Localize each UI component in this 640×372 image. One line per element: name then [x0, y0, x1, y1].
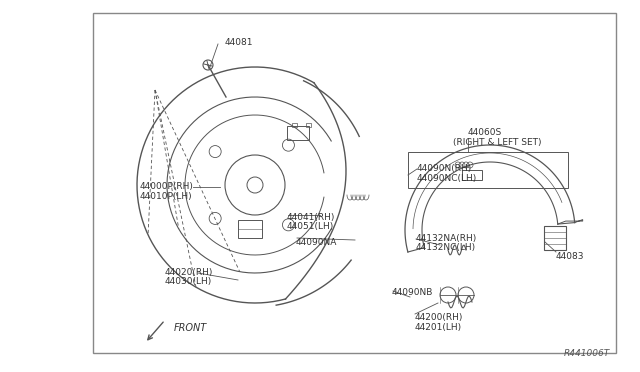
Text: 44090NA: 44090NA: [296, 238, 337, 247]
Bar: [292, 123, 297, 127]
Bar: [544, 226, 566, 250]
Text: 44090NC(LH): 44090NC(LH): [417, 174, 477, 183]
Text: 44083: 44083: [556, 252, 584, 261]
Text: 44000P(RH): 44000P(RH): [140, 182, 194, 191]
Bar: [462, 170, 482, 180]
Text: 44010P(LH): 44010P(LH): [140, 192, 193, 201]
Text: 44030(LH): 44030(LH): [165, 277, 212, 286]
Text: 44090N(RH): 44090N(RH): [417, 164, 472, 173]
Text: 44132NC(LH): 44132NC(LH): [416, 243, 476, 252]
Text: 44041(RH): 44041(RH): [287, 213, 335, 222]
Text: 44051(LH): 44051(LH): [287, 222, 334, 231]
Bar: [408, 152, 568, 188]
Text: 44090NB: 44090NB: [392, 288, 433, 297]
Text: 44201(LH): 44201(LH): [415, 323, 462, 332]
Text: 44081: 44081: [225, 38, 253, 47]
Text: 44060S: 44060S: [468, 128, 502, 137]
Text: 44200(RH): 44200(RH): [415, 313, 463, 322]
Text: (RIGHT & LEFT SET): (RIGHT & LEFT SET): [453, 138, 541, 147]
Bar: [306, 123, 311, 127]
Bar: [93, 13, 616, 353]
Text: R441006T: R441006T: [564, 349, 610, 358]
Text: 44132NA(RH): 44132NA(RH): [416, 234, 477, 243]
Bar: [238, 220, 262, 238]
Bar: [287, 126, 309, 140]
Text: 44020(RH): 44020(RH): [165, 268, 213, 277]
Text: FRONT: FRONT: [174, 323, 207, 333]
